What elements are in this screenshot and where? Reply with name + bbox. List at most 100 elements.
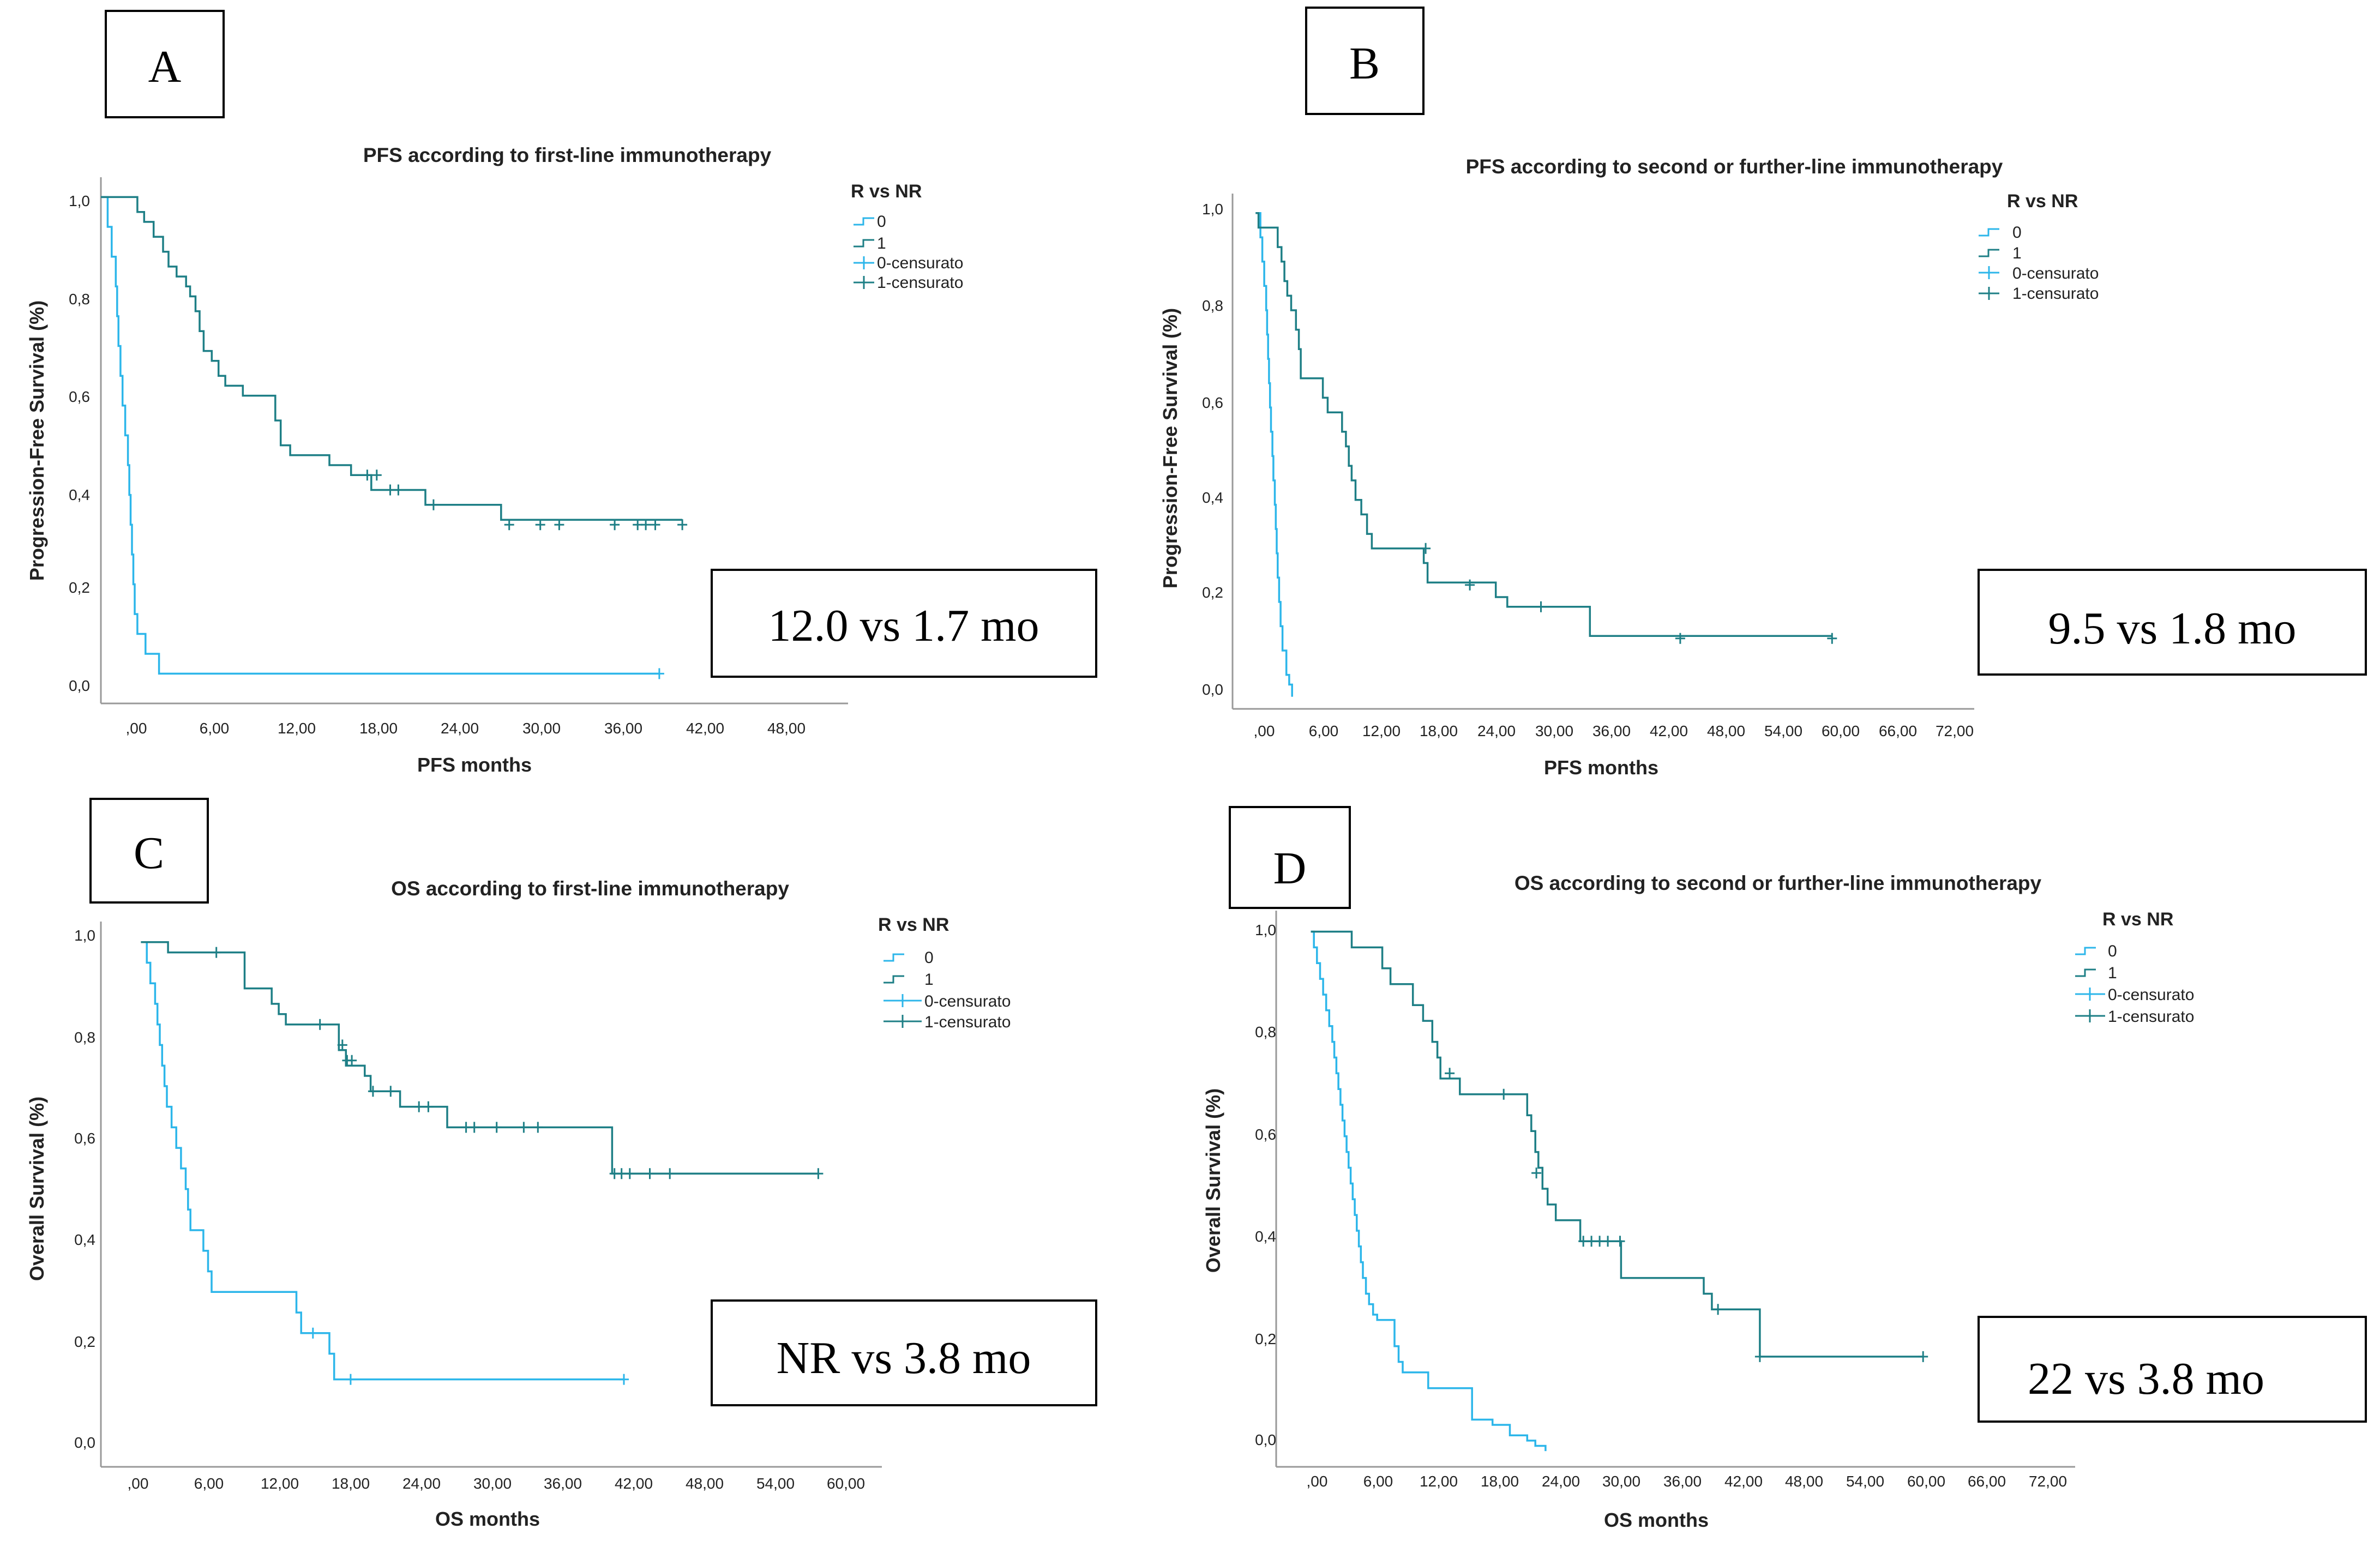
censor-mark (1445, 1068, 1455, 1079)
y-tick-label: 0,4 (69, 486, 90, 503)
x-tick-label: 54,00 (1846, 1473, 1884, 1490)
x-tick-label: 18,00 (359, 720, 398, 737)
panel-d-annotation-box (1978, 1316, 2367, 1423)
panel-a-x-ticks: ,00 6,00 12,00 18,00 24,00 30,00 36,00 4… (126, 720, 806, 737)
panel-b-label-box (1305, 7, 1425, 115)
panel-b-y-label: Progression-Free Survival (%) (1159, 308, 1181, 588)
legend-entry-2: 0-censurato (2108, 986, 2194, 1004)
censor-mark (308, 1327, 318, 1339)
x-tick-label: 6,00 (1363, 1473, 1393, 1490)
x-tick-label: 66,00 (1879, 723, 1917, 739)
y-tick-label: 1,0 (1202, 201, 1223, 218)
panel-a-annotation-box (711, 569, 1097, 678)
panel-c-x-label: OS months (435, 1508, 540, 1530)
panel-d-y-ticks: 1,0 0,8 0,6 0,4 0,2 0,0 (1255, 922, 1276, 1448)
panel-a-label: A (148, 41, 182, 92)
panel-b: B PFS according to second or further-lin… (1159, 7, 2367, 779)
censor-mark (665, 1168, 675, 1179)
x-tick-label: 30,00 (473, 1475, 512, 1492)
legend-censor-swatch-nr (884, 994, 922, 1007)
x-tick-label: 30,00 (1602, 1473, 1640, 1490)
x-tick-label: 36,00 (1663, 1473, 1702, 1490)
y-tick-label: 0,6 (69, 388, 90, 405)
y-tick-label: 0,6 (74, 1130, 95, 1147)
censor-mark (368, 1086, 378, 1097)
x-tick-label: 48,00 (1707, 723, 1745, 739)
y-tick-label: 0,2 (1202, 584, 1223, 601)
y-tick-label: 1,0 (74, 927, 95, 944)
x-tick-label: ,00 (1254, 723, 1275, 739)
km-curve-nr (1311, 930, 1547, 1452)
panel-a: A PFS according to first-line immunother… (26, 10, 1097, 776)
legend-step-swatch-r (884, 975, 904, 984)
legend-entry-0: 0 (2012, 224, 2022, 242)
legend-entry-1: 1 (2108, 964, 2117, 982)
censor-mark (491, 1122, 502, 1133)
legend-entry-2: 0-censurato (924, 992, 1011, 1010)
km-curve-r (141, 941, 819, 1175)
panel-c-y-label: Overall Survival (%) (26, 1097, 48, 1281)
x-tick-label: 30,00 (1535, 723, 1573, 739)
panel-b-curves (1255, 212, 1837, 697)
legend-step-swatch-nr (2075, 947, 2096, 955)
panel-d-title: OS according to second or further-line i… (1514, 872, 2042, 894)
legend-entry-3: 1-censurato (924, 1013, 1011, 1031)
x-tick-label: 36,00 (544, 1475, 582, 1492)
panel-c-annotation-box (711, 1299, 1097, 1406)
legend-title: R vs NR (2007, 191, 2078, 212)
y-tick-label: 0,8 (1202, 297, 1223, 314)
x-tick-label: 18,00 (332, 1475, 370, 1492)
panel-b-legend: R vs NR 0 1 0-censurato 1-censurato (1979, 191, 2099, 303)
censor-mark (519, 1122, 529, 1133)
legend-step-swatch-nr (884, 953, 904, 962)
x-tick-label: 60,00 (1822, 723, 1860, 739)
censor-mark (211, 947, 221, 958)
panel-c-y-ticks: 1,0 0,8 0,6 0,4 0,2 0,0 (74, 927, 95, 1451)
censor-mark (1713, 1304, 1723, 1315)
x-tick-label: 18,00 (1481, 1473, 1519, 1490)
censor-mark (554, 519, 564, 531)
panel-d-x-ticks: ,00 6,00 12,00 18,00 24,00 30,00 36,00 4… (1307, 1473, 2068, 1490)
km-curve-nr (141, 941, 624, 1381)
y-tick-label: 0,4 (1255, 1228, 1276, 1245)
panel-c: C OS according to first-line immunothera… (26, 798, 1097, 1530)
censor-mark (677, 519, 688, 531)
legend-title: R vs NR (2102, 909, 2173, 930)
x-tick-label: 42,00 (686, 720, 724, 737)
panel-d-y-label: Overall Survival (%) (1202, 1088, 1224, 1273)
km-curve-r (1255, 212, 1832, 637)
censor-mark (1615, 1236, 1625, 1247)
legend-step-swatch-nr (854, 217, 874, 226)
panel-d: D OS according to second or further-line… (1202, 806, 2367, 1531)
panel-a-legend: R vs NR 0 1 0-censurato 1-censurato (851, 181, 963, 292)
censor-mark (813, 1168, 824, 1179)
legend-censor-swatch-r (884, 1015, 922, 1028)
panel-b-annotation: 9.5 vs 1.8 mo (2048, 603, 2296, 654)
y-tick-label: 0,0 (69, 677, 90, 694)
legend-step-swatch-r (1979, 249, 1999, 257)
legend-step-swatch-r (854, 239, 874, 248)
y-tick-label: 0,4 (1202, 489, 1223, 506)
censor-mark (624, 1168, 635, 1179)
x-tick-label: 36,00 (604, 720, 642, 737)
x-tick-label: 60,00 (1907, 1473, 1945, 1490)
x-tick-label: 12,00 (278, 720, 316, 737)
x-tick-label: 6,00 (1309, 723, 1339, 739)
panel-d-x-label: OS months (1604, 1509, 1709, 1531)
x-tick-label: 18,00 (1420, 723, 1458, 739)
censor-mark (1421, 543, 1431, 554)
y-tick-label: 0,0 (74, 1434, 95, 1451)
legend-censor-swatch-r (854, 276, 874, 289)
censor-mark (504, 519, 514, 531)
panel-a-y-label: Progression-Free Survival (%) (26, 300, 48, 581)
legend-step-swatch-nr (1979, 228, 1999, 237)
km-curve-r (1311, 930, 1924, 1358)
legend-entry-1: 1 (877, 234, 886, 252)
x-tick-label: ,00 (1307, 1473, 1328, 1490)
y-tick-label: 0,8 (74, 1029, 95, 1046)
censor-mark (345, 1374, 356, 1385)
y-tick-label: 0,8 (1255, 1024, 1276, 1040)
y-tick-label: 0,6 (1202, 394, 1223, 411)
x-tick-label: 30,00 (522, 720, 561, 737)
